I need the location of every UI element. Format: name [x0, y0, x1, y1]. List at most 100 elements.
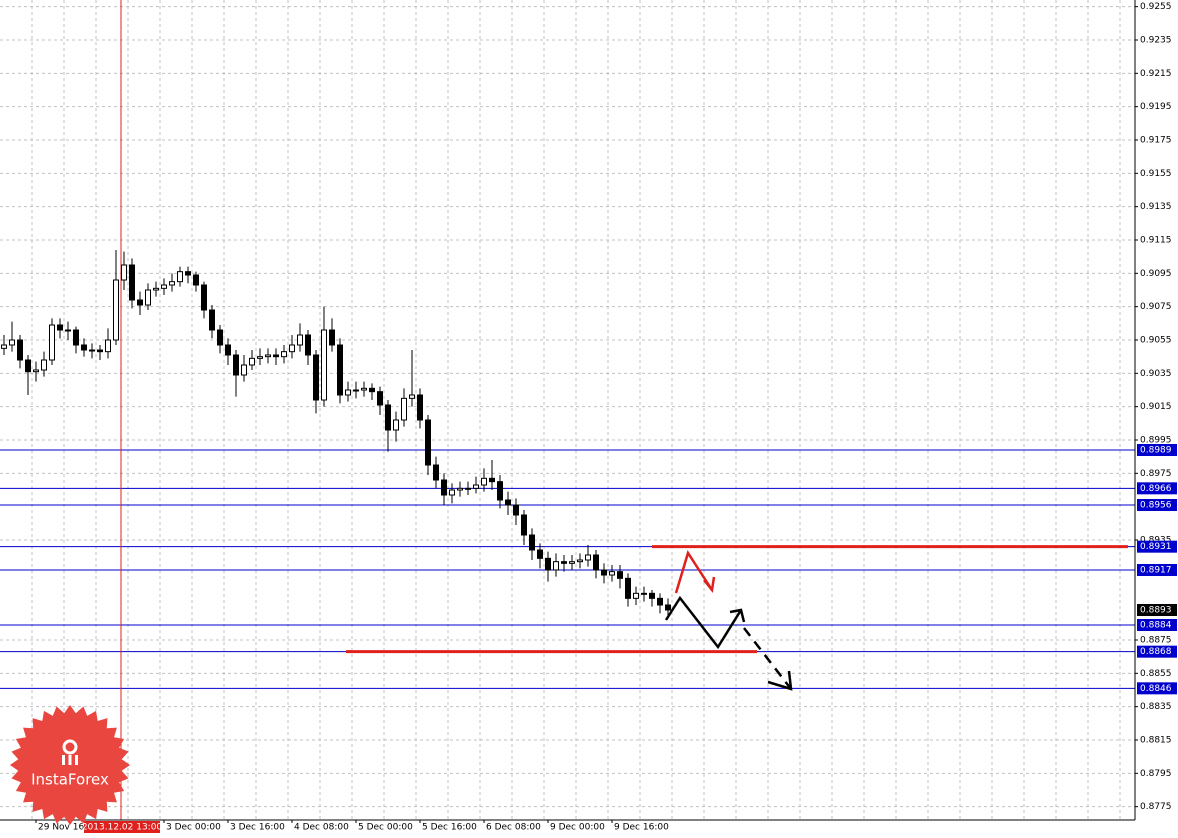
x-tick-label: 3 Dec 16:00	[230, 823, 285, 833]
red-arrow	[674, 550, 714, 594]
x-tick-label: 3 Dec 00:00	[166, 823, 221, 833]
candle-body	[505, 499, 511, 506]
level-label-bg	[1137, 645, 1177, 658]
logo: InstaForex	[10, 705, 130, 825]
level-label: 0.8884	[1140, 621, 1172, 631]
candle-body	[417, 394, 423, 421]
level-label: 0.8989	[1140, 446, 1172, 456]
candle-body	[617, 571, 623, 579]
y-tick-label: 0.9055	[1140, 336, 1172, 346]
candle-body	[305, 334, 311, 356]
candle-body	[297, 334, 303, 346]
candle-body	[313, 354, 319, 401]
candle-body	[377, 391, 383, 406]
candle-body	[425, 419, 431, 466]
candle-body	[641, 592, 647, 595]
candle-body	[249, 357, 255, 366]
y-tick-label: 0.9095	[1140, 269, 1172, 279]
y-tick-label: 0.8835	[1140, 702, 1172, 712]
candle-body	[569, 561, 575, 564]
candle-body	[97, 349, 103, 353]
candle-body	[257, 356, 263, 359]
candle-body	[369, 387, 375, 393]
candle-body	[513, 504, 519, 516]
dashed-arrow	[743, 627, 792, 690]
candle-body	[145, 289, 151, 306]
candle-body	[409, 394, 415, 399]
y-tick-label: 0.8815	[1140, 736, 1172, 746]
candle-body	[497, 481, 503, 501]
y-tick-label: 0.9135	[1140, 202, 1172, 212]
candle-body	[577, 559, 583, 563]
y-tick-label: 0.9195	[1140, 102, 1172, 112]
forecast-arrows	[664, 550, 793, 691]
x-tick-label: 5 Dec 00:00	[358, 823, 413, 833]
y-tick-label: 0.8975	[1140, 469, 1172, 479]
candle-body	[81, 344, 87, 351]
last-price-bg	[1137, 604, 1177, 616]
candle-body	[57, 324, 63, 331]
y-tick-label: 0.9115	[1140, 236, 1172, 246]
level-label: 0.8966	[1140, 484, 1172, 494]
level-label: 0.8868	[1140, 647, 1172, 657]
candle-body	[457, 487, 463, 491]
candle-body	[33, 369, 39, 373]
candle-body	[401, 397, 407, 421]
black-arrowhead	[729, 608, 746, 623]
candle-body	[361, 387, 367, 391]
candle-body	[337, 344, 343, 396]
candle-body	[489, 477, 495, 483]
level-label: 0.8917	[1140, 566, 1172, 576]
y-tick-label: 0.9175	[1140, 136, 1172, 146]
x-tick-label: 9 Dec 16:00	[614, 823, 669, 833]
candle-body	[169, 281, 175, 286]
y-tick-label: 0.8855	[1140, 669, 1172, 679]
candle-body	[321, 329, 327, 401]
candle-body	[481, 477, 487, 486]
y-tick-label: 0.9235	[1140, 36, 1172, 46]
candle-body	[209, 309, 215, 331]
candle-body	[649, 592, 655, 599]
candle-body	[161, 284, 167, 289]
levels	[0, 449, 1135, 689]
candle-body	[153, 287, 159, 291]
candle-body	[113, 279, 119, 341]
crosshair-label: 2013.12.02 13:00	[82, 823, 163, 833]
candle-body	[137, 299, 143, 306]
candle-body	[665, 604, 671, 611]
y-tick-label: 0.8995	[1140, 436, 1172, 446]
candle-body	[281, 351, 287, 358]
y-tick-label: 0.8875	[1140, 636, 1172, 646]
candle-body	[193, 274, 199, 286]
candle-body	[601, 569, 607, 576]
candle-body	[185, 271, 191, 276]
candle-body	[353, 389, 359, 392]
axis-labels: 0.9255 0.9235 0.9215 0.9195 0.9175 0.9155 0.91…	[35, 2, 1177, 833]
logo-text: InstaForex	[31, 771, 109, 789]
y-tick-label: 0.8795	[1140, 769, 1172, 779]
level-label-bg	[1137, 540, 1177, 553]
y-tick-label: 0.9075	[1140, 302, 1172, 312]
candle-body	[65, 329, 71, 332]
level-label: 0.8846	[1140, 684, 1172, 694]
candle-body	[73, 329, 79, 346]
candle-body	[121, 264, 127, 281]
y-tick-label: 0.8935	[1140, 536, 1172, 546]
dashed-arrowhead	[767, 670, 793, 691]
candle-body	[433, 464, 439, 481]
candle-body	[201, 284, 207, 311]
candle-body	[441, 479, 447, 496]
level-label-bg	[1137, 619, 1177, 631]
grid	[0, 0, 1135, 820]
candle-body	[177, 271, 183, 283]
y-tick-label: 0.9255	[1140, 2, 1172, 12]
candle-body	[49, 324, 55, 361]
x-tick-label: 29 Nov 16:00	[38, 823, 99, 833]
candle-body	[449, 489, 455, 496]
crosshair-label-bg	[84, 821, 160, 833]
candle-body	[225, 344, 231, 356]
candle-body	[233, 354, 239, 376]
x-tick-label: 9 Dec 00:00	[550, 823, 605, 833]
candle-body	[633, 592, 639, 599]
